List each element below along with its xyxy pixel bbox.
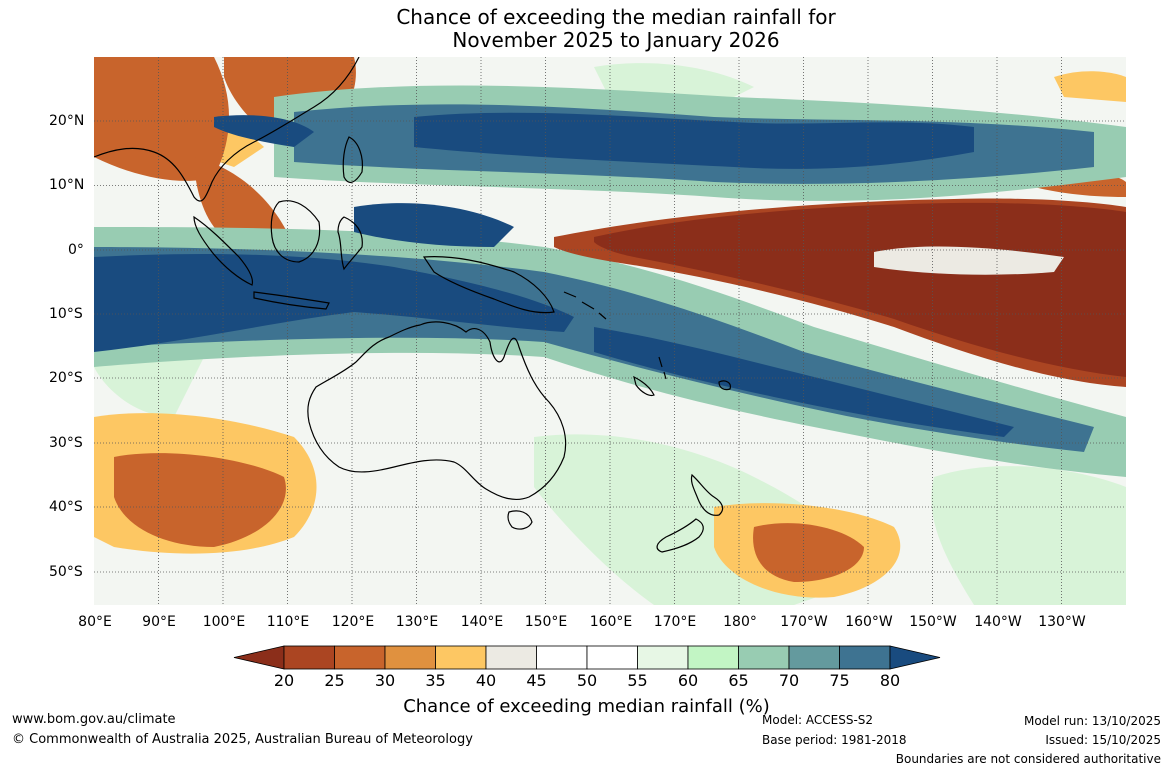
colorbar-tick-label: 70 <box>778 671 800 690</box>
colorbar-segment <box>637 645 689 670</box>
colorbar-tick-label: 65 <box>728 671 749 690</box>
equatorial-pacific-gap <box>874 246 1064 275</box>
colorbar-segment <box>738 645 790 670</box>
borneo-coastline <box>270 200 321 263</box>
colorbar-tick-label: 80 <box>879 671 901 690</box>
colorbar-tick-label: 40 <box>475 671 497 690</box>
model-name: Model: ACCESS-S2 <box>762 713 874 727</box>
map-title-line-1: Chance of exceeding the median rainfall … <box>396 5 836 29</box>
lat-label: 10°S <box>49 306 83 322</box>
java-coastline <box>253 291 330 310</box>
colorbar-segment <box>485 645 537 670</box>
lat-label: 40°S <box>49 499 83 515</box>
new-guinea-coastline <box>422 256 555 314</box>
colorbar-segment <box>788 645 840 670</box>
lat-label: 10°N <box>49 177 85 193</box>
copyright-notice: © Commonwealth of Australia 2025, Austra… <box>12 732 473 747</box>
lon-label: 170°W <box>780 614 828 630</box>
colorbar-tick-label: 20 <box>273 671 295 690</box>
colorbar-segment <box>283 645 335 670</box>
colorbar-segment <box>334 645 386 670</box>
lon-label: 110°E <box>266 614 310 630</box>
lat-label: 20°N <box>49 113 85 129</box>
colorbar-segment <box>536 645 588 670</box>
new-zealand-north-coastline <box>690 473 724 516</box>
colorbar-tick-label: 75 <box>829 671 850 690</box>
colorbar-under-arrow <box>233 645 285 670</box>
colorbar <box>233 645 941 670</box>
website-link[interactable]: www.bom.gov.au/climate <box>12 712 176 727</box>
lon-label: 160°W <box>845 614 893 630</box>
lon-label: 170°E <box>653 614 697 630</box>
philippines-coastline <box>342 136 364 184</box>
rainfall-probability-map <box>94 57 1126 605</box>
lon-label: 80°E <box>78 614 112 630</box>
colorbar-tick-label: 25 <box>324 671 345 690</box>
mainland-asia-coastline <box>94 57 360 202</box>
tasmania-coastline <box>507 510 533 530</box>
colorbar-segment <box>839 645 891 670</box>
colorbar-tick-label: 50 <box>576 671 598 690</box>
fiji-coastline <box>718 380 731 391</box>
lon-label: 130°E <box>395 614 439 630</box>
lon-label: 140°W <box>974 614 1022 630</box>
lon-label: 100°E <box>202 614 246 630</box>
lon-label: 140°E <box>460 614 504 630</box>
colorbar-tick-label: 45 <box>526 671 547 690</box>
lat-label: 0° <box>68 242 84 258</box>
colorbar-tick-label: 35 <box>425 671 446 690</box>
colorbar-tick-label: 30 <box>374 671 396 690</box>
lon-label: 150°W <box>909 614 957 630</box>
lon-label: 90°E <box>142 614 176 630</box>
lat-label: 50°S <box>49 564 83 580</box>
lon-label: 160°E <box>589 614 633 630</box>
map-title-line-2: November 2025 to January 2026 <box>452 28 780 52</box>
lon-label: 150°E <box>524 614 568 630</box>
colorbar-segment <box>586 645 638 670</box>
colorbar-over-arrow <box>889 645 941 670</box>
new-zealand-south-coastline <box>656 518 704 553</box>
equatorial-pacific-dry-core <box>594 202 1126 377</box>
colorbar-segment <box>435 645 487 670</box>
coastlines <box>94 57 731 553</box>
australia-coastline <box>307 321 567 501</box>
lon-label: 130°W <box>1038 614 1086 630</box>
new-caledonia-coastline <box>633 375 655 397</box>
colorbar-segment <box>687 645 739 670</box>
solomon-islands-coastline <box>563 291 607 320</box>
colorbar-tick-label: 60 <box>677 671 699 690</box>
base-period: Base period: 1981-2018 <box>762 733 907 747</box>
sumatra-coastline <box>193 215 254 286</box>
lon-label: 120°E <box>331 614 375 630</box>
sulawesi-coastline <box>337 216 363 271</box>
issued-date: Issued: 15/10/2025 <box>1045 733 1161 747</box>
lat-label: 30°S <box>49 435 83 451</box>
wet-dark-blue-bands <box>94 112 1014 437</box>
model-run-date: Model run: 13/10/2025 <box>1023 714 1161 728</box>
vanuatu-coastline <box>658 356 667 380</box>
colorbar-tick-label: 55 <box>627 671 648 690</box>
lat-label: 20°S <box>49 370 83 386</box>
colorbar-title: Chance of exceeding median rainfall (%) <box>403 696 770 717</box>
boundaries-disclaimer: Boundaries are not considered authoritat… <box>895 752 1161 766</box>
colorbar-segment <box>384 645 436 670</box>
lon-label: 180° <box>723 614 757 630</box>
